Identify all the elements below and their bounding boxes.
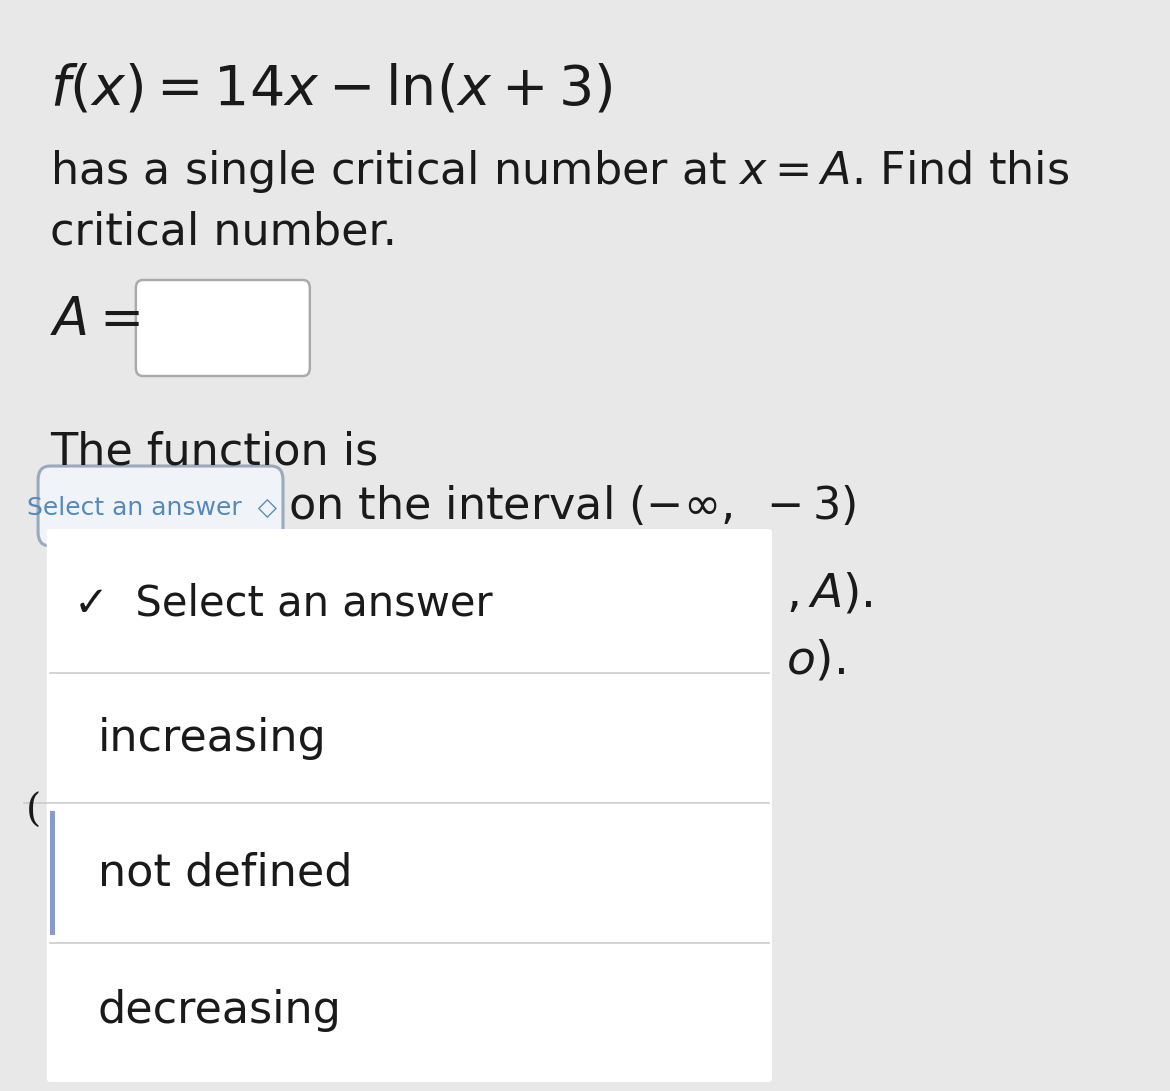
Text: $f(x) = 14x - \ln(x + 3)$: $f(x) = 14x - \ln(x + 3)$	[50, 62, 613, 117]
Text: critical number.: critical number.	[50, 209, 397, 253]
Text: (: (	[26, 793, 41, 830]
FancyBboxPatch shape	[47, 529, 772, 1082]
Text: $, A).$: $, A).$	[786, 571, 873, 616]
Text: The function is: The function is	[50, 430, 378, 473]
Text: on the interval $( - \infty,\ - 3)$: on the interval $( - \infty,\ - 3)$	[288, 484, 856, 528]
FancyBboxPatch shape	[39, 466, 283, 546]
Text: decreasing: decreasing	[98, 990, 342, 1032]
Text: Select an answer  ◇: Select an answer ◇	[27, 496, 277, 520]
Text: $A =$: $A =$	[50, 295, 140, 346]
Bar	[50, 811, 55, 935]
FancyBboxPatch shape	[136, 280, 310, 376]
Text: ✓  Select an answer: ✓ Select an answer	[75, 582, 493, 624]
Text: not defined: not defined	[98, 851, 352, 895]
Text: has a single critical number at $x = A$. Find this: has a single critical number at $x = A$.…	[50, 148, 1069, 195]
Text: $o).$: $o).$	[786, 638, 845, 683]
Text: increasing: increasing	[98, 717, 326, 759]
